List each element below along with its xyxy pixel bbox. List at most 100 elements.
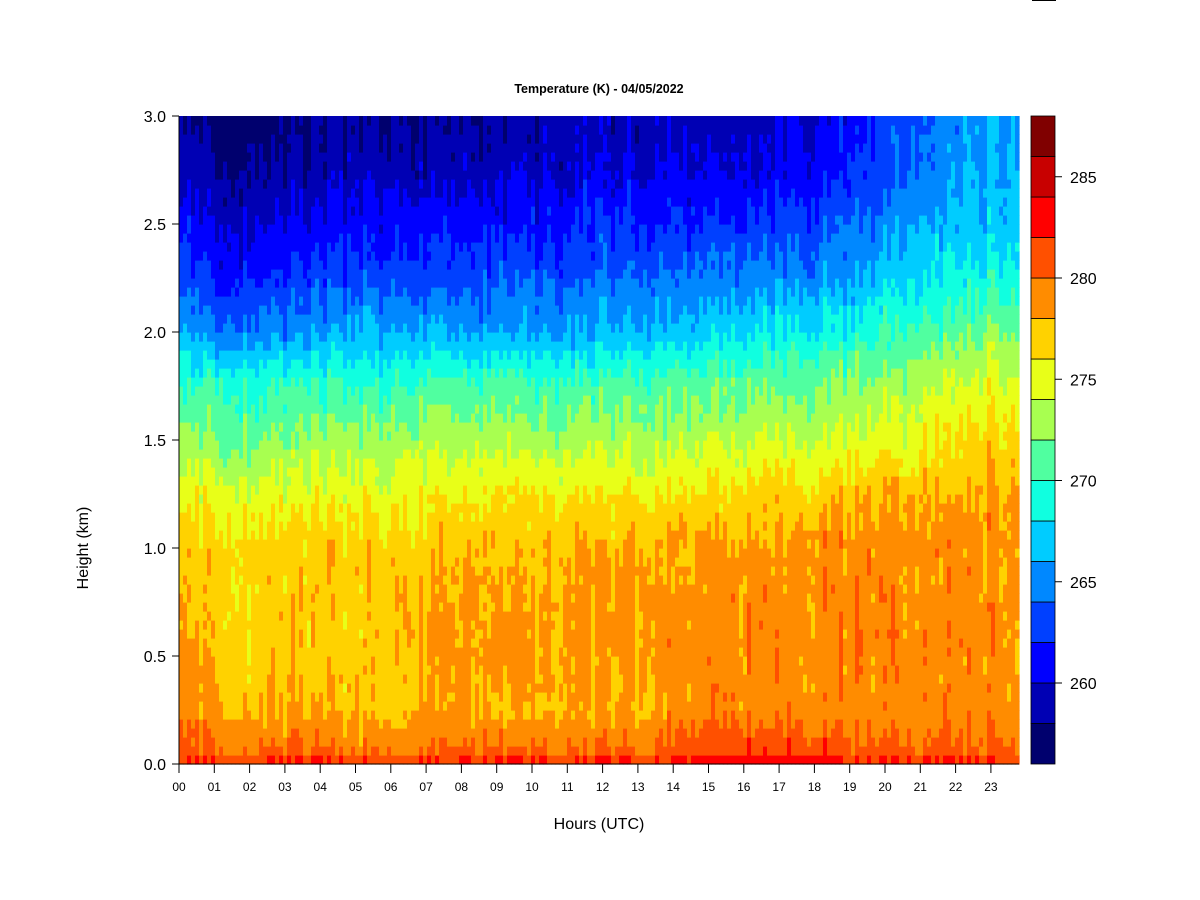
heatmap-cell <box>419 296 424 306</box>
heatmap-cell <box>351 161 356 171</box>
heatmap-cell <box>343 539 348 549</box>
heatmap-cell <box>403 269 408 279</box>
heatmap-cell <box>455 566 460 576</box>
heatmap-cell <box>351 332 356 342</box>
heatmap-cell <box>195 512 200 522</box>
heatmap-cell <box>295 170 300 180</box>
heatmap-cell <box>259 422 264 432</box>
heatmap-cell <box>431 629 436 639</box>
heatmap-cell <box>339 665 344 675</box>
heatmap-cell <box>415 413 420 423</box>
heatmap-cell <box>227 278 232 288</box>
heatmap-cell <box>267 485 272 495</box>
heatmap-cell <box>279 269 284 279</box>
heatmap-cell <box>427 323 432 333</box>
heatmap-cell <box>403 233 408 243</box>
heatmap-cell <box>411 242 416 252</box>
heatmap-cell <box>343 422 348 432</box>
heatmap-cell <box>419 755 424 765</box>
heatmap-cell <box>179 539 184 549</box>
heatmap-cell <box>319 215 324 225</box>
heatmap-cell <box>283 602 288 612</box>
heatmap-cell <box>251 449 256 459</box>
heatmap-cell <box>235 350 240 360</box>
heatmap-cell <box>391 269 396 279</box>
heatmap-cell <box>399 548 404 558</box>
heatmap-cell <box>419 503 424 513</box>
heatmap-cell <box>359 611 364 621</box>
heatmap-cell <box>415 656 420 666</box>
heatmap-cell <box>215 467 220 477</box>
heatmap-cell <box>323 629 328 639</box>
heatmap-cell <box>431 296 436 306</box>
heatmap-cell <box>347 737 352 747</box>
heatmap-cell <box>271 746 276 756</box>
heatmap-cell <box>383 647 388 657</box>
heatmap-cell <box>191 521 196 531</box>
heatmap-cell <box>307 539 312 549</box>
heatmap-cell <box>255 674 260 684</box>
heatmap-cell <box>183 143 188 153</box>
heatmap-cell <box>255 188 260 198</box>
heatmap-cell <box>407 710 412 720</box>
heatmap-cell <box>395 665 400 675</box>
heatmap-cell <box>299 323 304 333</box>
heatmap-cell <box>423 683 428 693</box>
heatmap-cell <box>455 683 460 693</box>
heatmap-cell <box>291 710 296 720</box>
heatmap-cell <box>291 467 296 477</box>
heatmap-cell <box>399 737 404 747</box>
heatmap-cell <box>315 548 320 558</box>
heatmap-cell <box>223 521 228 531</box>
heatmap-cell <box>267 674 272 684</box>
heatmap-cell <box>359 494 364 504</box>
heatmap-cell <box>415 476 420 486</box>
heatmap-cell <box>223 656 228 666</box>
heatmap-cell <box>275 665 280 675</box>
heatmap-cell <box>423 143 428 153</box>
heatmap-cell <box>443 755 448 765</box>
heatmap-cell <box>351 296 356 306</box>
heatmap-cell <box>379 314 384 324</box>
heatmap-cell <box>195 584 200 594</box>
heatmap-cell <box>307 494 312 504</box>
heatmap-cell <box>319 179 324 189</box>
heatmap-cell <box>375 404 380 414</box>
heatmap-cell <box>219 539 224 549</box>
heatmap-cell <box>283 755 288 765</box>
heatmap-cell <box>379 296 384 306</box>
heatmap-cell <box>399 575 404 585</box>
heatmap-cell <box>235 575 240 585</box>
heatmap-cell <box>303 584 308 594</box>
heatmap-cell <box>355 413 360 423</box>
heatmap-cell <box>355 386 360 396</box>
heatmap-cell <box>299 341 304 351</box>
heatmap-cell <box>411 161 416 171</box>
heatmap-cell <box>339 566 344 576</box>
heatmap-cell <box>251 584 256 594</box>
heatmap-cell <box>259 179 264 189</box>
heatmap-cell <box>327 143 332 153</box>
heatmap-cell <box>291 719 296 729</box>
heatmap-cell <box>399 683 404 693</box>
heatmap-cell <box>335 395 340 405</box>
heatmap-cell <box>183 197 188 207</box>
heatmap-cell <box>283 170 288 180</box>
heatmap-cell <box>399 278 404 288</box>
heatmap-cell <box>415 215 420 225</box>
heatmap-cell <box>295 521 300 531</box>
heatmap-cell <box>279 233 284 243</box>
heatmap-cell <box>419 422 424 432</box>
heatmap-cell <box>335 548 340 558</box>
heatmap-cell <box>295 593 300 603</box>
heatmap-cell <box>211 332 216 342</box>
heatmap-cell <box>351 575 356 585</box>
heatmap-cell <box>287 656 292 666</box>
heatmap-cell <box>323 170 328 180</box>
heatmap-cell <box>215 494 220 504</box>
heatmap-cell <box>211 359 216 369</box>
heatmap-cell <box>367 296 372 306</box>
heatmap-cell <box>267 458 272 468</box>
heatmap-cell <box>315 701 320 711</box>
heatmap-cell <box>319 566 324 576</box>
